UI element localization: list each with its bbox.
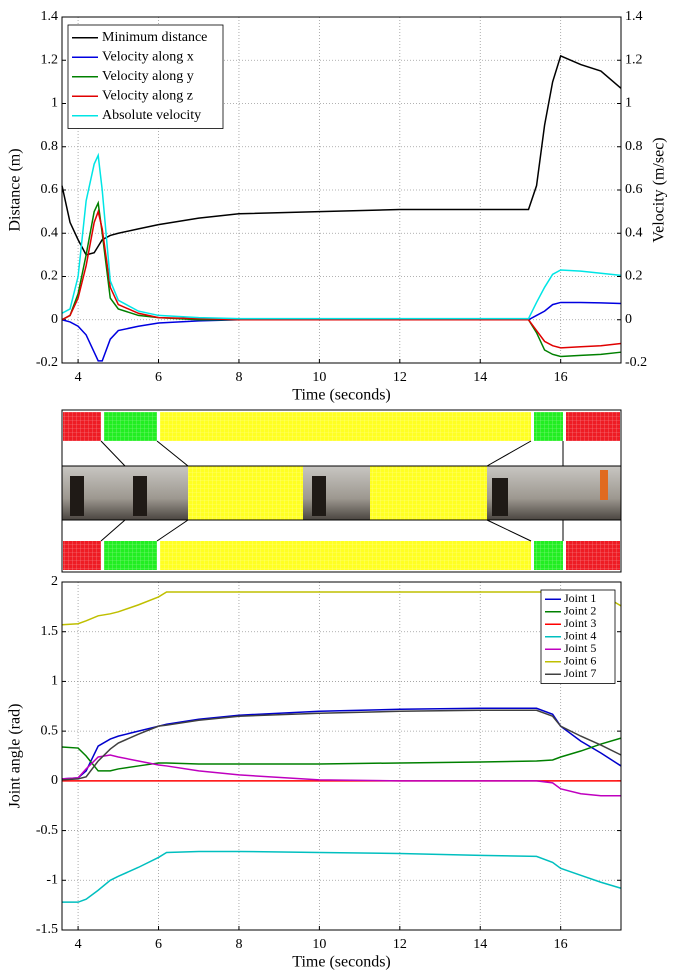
y2-tick-label: 1.2 <box>625 52 643 67</box>
series-line <box>61 737 622 772</box>
plot-frame <box>61 16 622 364</box>
legend-label: Joint 6 <box>564 654 596 668</box>
y2-tick-label: 0.2 <box>625 269 643 284</box>
series-line <box>61 54 622 256</box>
legend-label: Joint 2 <box>564 604 596 618</box>
photo-person <box>70 476 84 516</box>
legend-label: Joint 1 <box>564 591 596 605</box>
x-tick-label: 8 <box>235 370 242 385</box>
x-tick-label: 12 <box>393 937 407 952</box>
x-tick-label: 16 <box>554 937 568 952</box>
y-tick-label: 0.6 <box>41 182 59 197</box>
x-tick-label: 10 <box>312 937 326 952</box>
photo-robot <box>600 470 608 500</box>
y-tick-label: 0.8 <box>41 139 59 154</box>
y2-axis-label: Velocity (m/sec) <box>651 137 668 242</box>
x-tick-label: 16 <box>554 370 568 385</box>
x-axis-label: Time (seconds) <box>292 387 391 404</box>
y-tick-label: 2 <box>51 574 58 589</box>
y2-tick-label: -0.2 <box>625 355 647 370</box>
x-tick-label: 10 <box>312 370 326 385</box>
y-tick-label: 0.4 <box>41 225 59 240</box>
x-tick-label: 12 <box>393 370 407 385</box>
y-tick-label: 0 <box>51 773 58 788</box>
legend-label: Joint 3 <box>564 616 596 630</box>
y-tick-label: -1.5 <box>36 922 58 937</box>
y-tick-label: 1.2 <box>41 52 59 67</box>
y2-tick-label: 0.6 <box>625 182 643 197</box>
y-tick-label: 1 <box>51 674 58 689</box>
bottom-blocks <box>63 541 620 570</box>
x-tick-label: 6 <box>155 370 162 385</box>
series-line <box>61 152 622 320</box>
timeline-strip <box>61 409 622 573</box>
legend-label: Joint 5 <box>564 641 596 655</box>
series-line <box>61 709 622 781</box>
legend-label: Velocity along y <box>102 69 194 84</box>
x-axis-label: Time (seconds) <box>292 954 391 971</box>
y-tick-label: -1 <box>46 873 58 888</box>
y2-tick-label: 0.8 <box>625 139 643 154</box>
legend-label: Minimum distance <box>102 30 207 45</box>
legend-label: Velocity along z <box>102 88 193 103</box>
y2-tick-label: 1 <box>625 96 632 111</box>
legend-label: Joint 4 <box>564 629 596 643</box>
series-line <box>61 754 621 797</box>
legend-label: Velocity along x <box>102 49 194 64</box>
top-blocks <box>63 412 620 441</box>
y2-tick-label: 0.4 <box>625 225 643 240</box>
connectors <box>61 440 622 542</box>
series-line <box>62 850 622 903</box>
y2-tick-label: 0 <box>625 312 632 327</box>
y-tick-label: -0.2 <box>36 355 58 370</box>
y-tick-label: 1.4 <box>41 9 59 24</box>
x-tick-label: 4 <box>75 370 82 385</box>
photo-person <box>312 476 326 516</box>
y-tick-label: 0.5 <box>41 723 59 738</box>
x-tick-label: 14 <box>473 370 487 385</box>
legend-label: Joint 7 <box>564 666 596 680</box>
y-tick-label: 0.2 <box>41 269 59 284</box>
y-axis-label: Joint angle (rad) <box>7 704 24 809</box>
plot-frame <box>61 581 622 931</box>
plot-area <box>62 582 621 930</box>
y-tick-label: -0.5 <box>36 823 58 838</box>
y-tick-label: 0 <box>51 312 58 327</box>
y-tick-label: 1 <box>51 96 58 111</box>
y-tick-label: 1.5 <box>41 624 59 639</box>
x-tick-label: 8 <box>235 937 242 952</box>
photo <box>563 466 621 520</box>
legend-label: Absolute velocity <box>102 108 201 123</box>
series-line <box>61 209 622 349</box>
photo-person <box>492 478 508 516</box>
photo-person <box>133 476 147 516</box>
x-tick-label: 4 <box>75 937 82 952</box>
y2-tick-label: 1.4 <box>625 9 643 24</box>
legend: Minimum distance Velocity along x Velocity… <box>67 24 224 129</box>
x-tick-label: 6 <box>155 937 162 952</box>
y-axis-label: Distance (m) <box>7 148 24 231</box>
photo-row <box>62 466 621 520</box>
x-tick-label: 14 <box>473 937 487 952</box>
